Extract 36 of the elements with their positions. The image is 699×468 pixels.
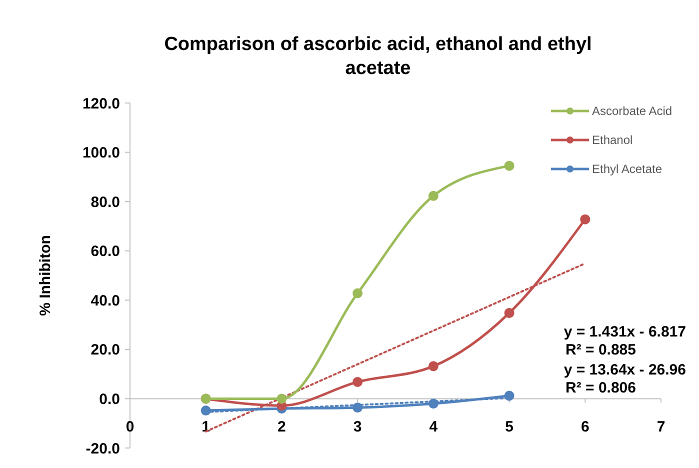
x-tick-label: 4 xyxy=(429,418,438,436)
point xyxy=(428,190,438,201)
annotation: y = 13.64x - 26.96 xyxy=(564,362,686,379)
annotation: R² = 0.806 xyxy=(566,380,636,397)
legend-label: Ethanol xyxy=(592,133,633,148)
x-tick-label: 0 xyxy=(126,418,134,436)
y-tick-label: 120.0 xyxy=(82,95,120,112)
x-tick-label: 3 xyxy=(353,418,362,436)
point xyxy=(580,214,590,224)
point xyxy=(428,361,438,372)
point xyxy=(504,308,514,318)
point xyxy=(428,398,438,409)
point xyxy=(504,390,514,401)
y-tick-label: 80.0 xyxy=(90,194,120,211)
legend-label: Ascorbate Acid xyxy=(592,104,672,118)
annotation: R² = 0.885 xyxy=(566,342,636,359)
point xyxy=(276,394,287,404)
point xyxy=(504,160,514,171)
x-tick-label: 5 xyxy=(505,418,514,436)
y-axis-title: % Inhibiton xyxy=(37,235,54,316)
point xyxy=(352,402,363,413)
y-tick-label: 40.0 xyxy=(90,292,120,310)
x-tick-label: 7 xyxy=(656,418,666,436)
point xyxy=(352,376,363,387)
chart-title: Comparison of ascorbic acid, ethanol and ethyl acetate xyxy=(164,34,592,79)
y-tick-label: 100.0 xyxy=(82,144,120,162)
x-tick-label: 6 xyxy=(580,418,590,436)
legend-label: Ethyl Acetate xyxy=(592,162,662,176)
x-tick-label: 2 xyxy=(278,418,286,436)
annotation: y = 1.431x - 6.817 xyxy=(564,324,686,341)
y-tick-label: -20.0 xyxy=(86,440,120,458)
y-tick-label: 20.0 xyxy=(90,342,120,359)
y-tick-label: 0.0 xyxy=(99,390,120,408)
y-tick-label: 60.0 xyxy=(90,243,120,260)
point xyxy=(200,406,211,416)
point xyxy=(352,288,363,298)
